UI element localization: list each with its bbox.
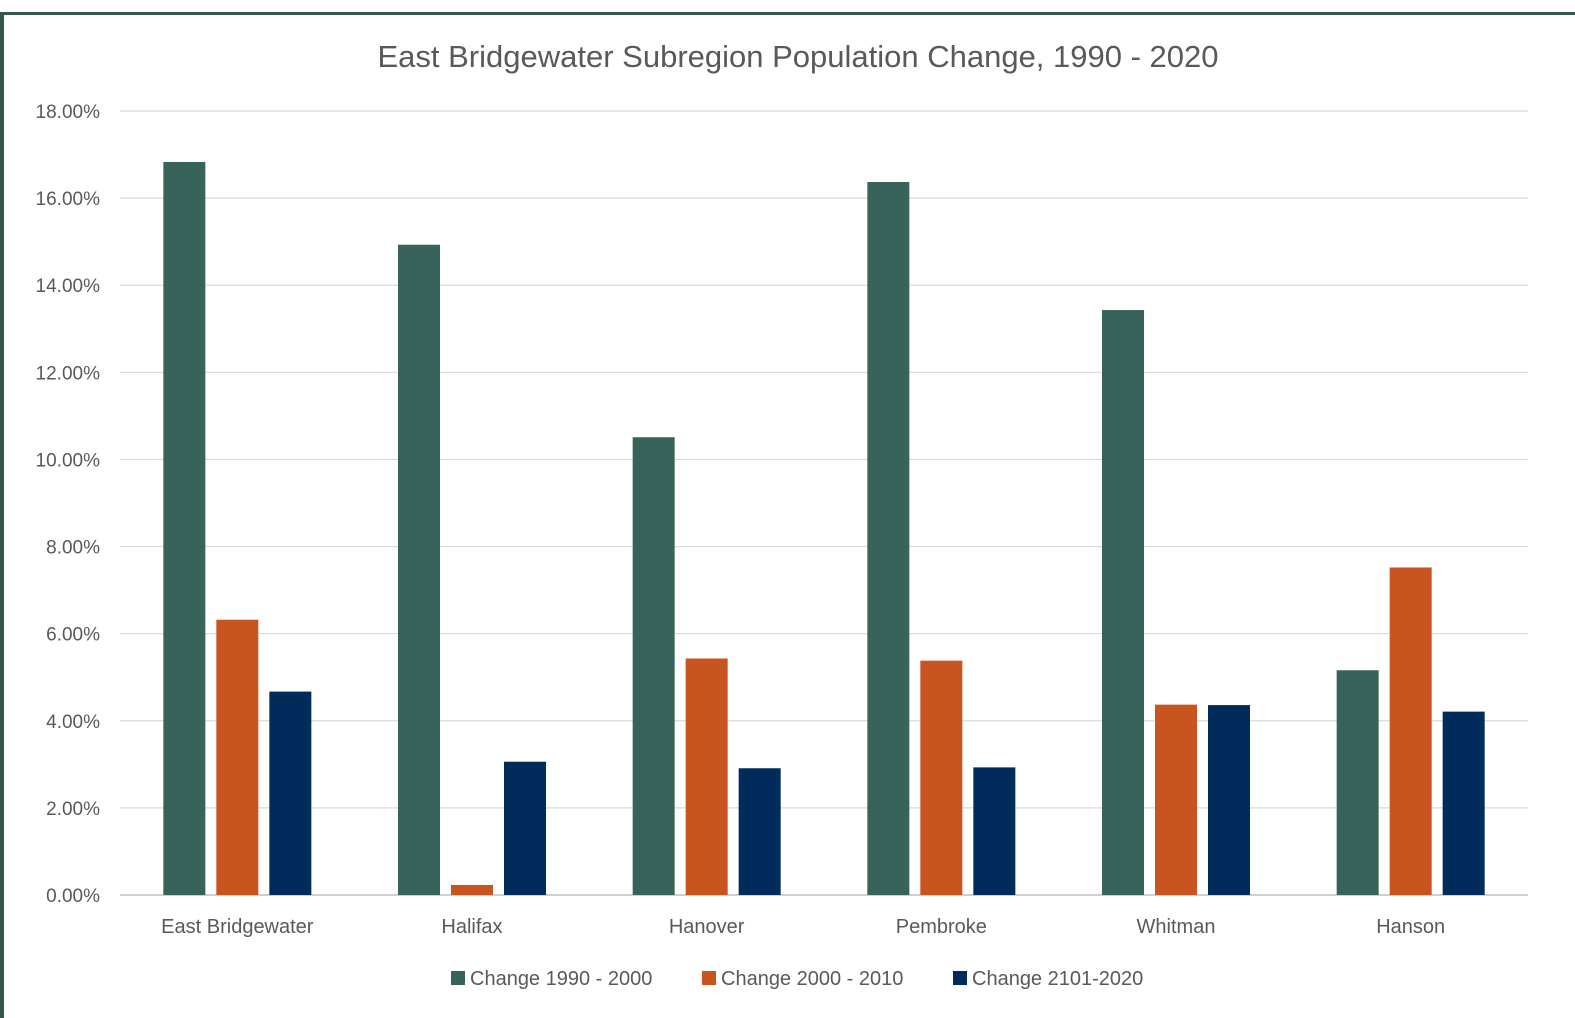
y-tick-label: 18.00% <box>36 102 101 123</box>
bar <box>1442 711 1485 895</box>
x-category-label: Hanson <box>1376 916 1445 938</box>
y-tick-label: 14.00% <box>36 276 101 297</box>
bar <box>163 161 206 895</box>
frame-left-border <box>0 12 4 1018</box>
y-axis-ticks: 0.00% 2.00% 4.00% 6.00% 8.00% 10.00% 12.00% 14.… <box>36 102 101 907</box>
x-category-label: Pembroke <box>896 916 987 938</box>
legend-swatch <box>451 971 465 985</box>
bar <box>216 619 259 895</box>
x-category-label: Halifax <box>441 916 502 938</box>
bar <box>1155 704 1197 895</box>
bar <box>632 437 675 895</box>
legend: Change 1990 - 2000 Change 2000 - 2010 Chan… <box>451 968 1143 990</box>
bar <box>451 884 493 895</box>
bars <box>163 161 1485 896</box>
legend-swatch <box>953 971 967 985</box>
y-tick-label: 6.00% <box>46 625 100 646</box>
y-tick-label: 4.00% <box>46 712 100 733</box>
bar <box>1102 310 1144 895</box>
x-category-label: Hanover <box>669 916 745 938</box>
legend-swatch <box>702 971 716 985</box>
bar <box>504 761 546 895</box>
y-tick-label: 2.00% <box>46 799 100 820</box>
x-axis-categories: East Bridgewater Halifax Hanover Pembroke Wh… <box>161 916 1445 938</box>
y-tick-label: 0.00% <box>46 886 100 907</box>
bar <box>1208 705 1250 895</box>
legend-label: Change 2101-2020 <box>972 968 1143 990</box>
x-category-label: Whitman <box>1137 916 1216 938</box>
y-tick-label: 10.00% <box>36 450 101 471</box>
chart-title: East Bridgewater Subregion Population Ch… <box>377 39 1218 74</box>
bar <box>973 767 1016 895</box>
x-category-label: East Bridgewater <box>161 916 314 938</box>
gridlines <box>120 110 1528 896</box>
legend-label: Change 2000 - 2010 <box>721 968 903 990</box>
bar <box>685 658 728 895</box>
y-tick-label: 12.00% <box>36 363 101 384</box>
frame-top-border <box>0 12 1575 15</box>
bar <box>1336 670 1379 895</box>
bar <box>920 660 963 895</box>
bar <box>738 768 781 895</box>
bar <box>398 244 440 895</box>
y-tick-label: 8.00% <box>46 538 100 559</box>
bar <box>867 181 910 896</box>
bar <box>269 691 312 895</box>
legend-label: Change 1990 - 2000 <box>470 968 652 990</box>
bar <box>1389 567 1432 895</box>
y-tick-label: 16.00% <box>36 189 101 210</box>
